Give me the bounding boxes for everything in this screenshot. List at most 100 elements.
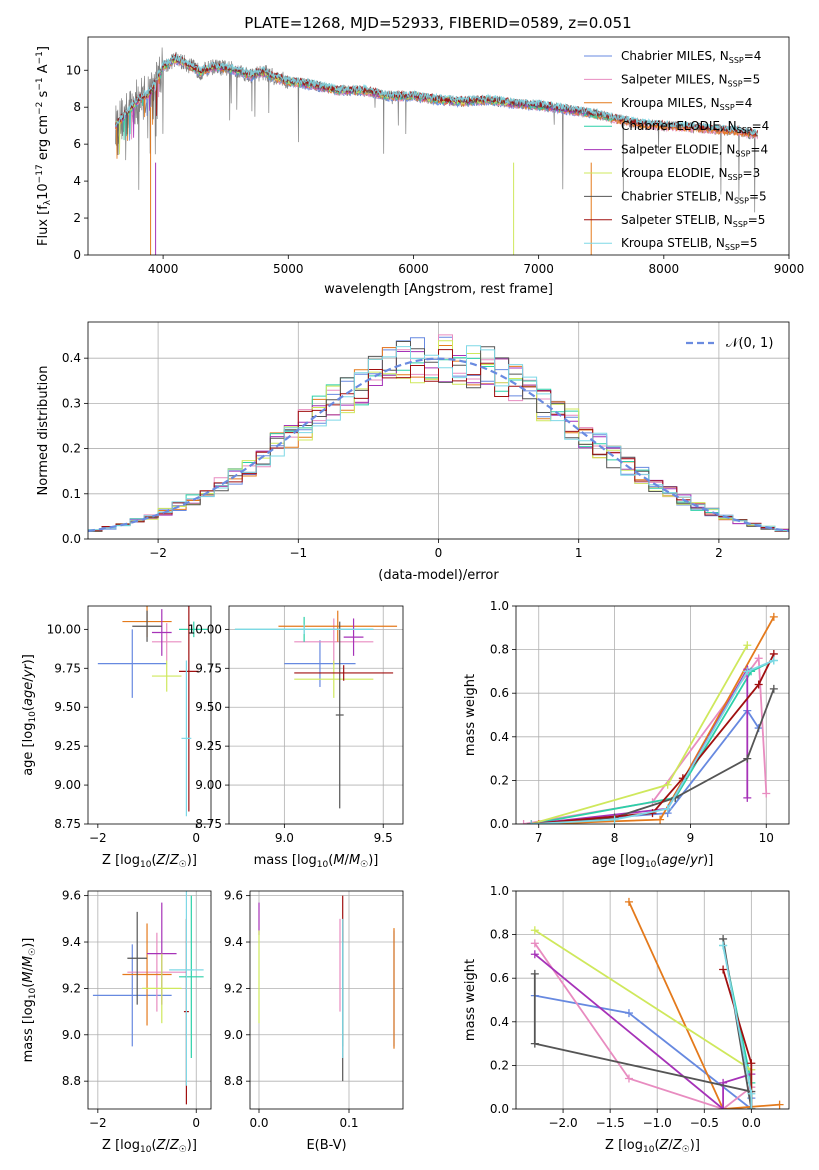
errorbars <box>234 610 398 809</box>
x-tick-label: 1 <box>575 546 583 560</box>
weight-marker <box>719 1105 728 1109</box>
weight-marker <box>775 1100 784 1109</box>
weight-marker <box>743 754 752 763</box>
x-tick-label: −2 <box>149 546 167 560</box>
y-tick-label: 0.0 <box>490 817 509 831</box>
y-tick-label: 0.3 <box>62 396 81 410</box>
y-tick-label: 0.8 <box>490 643 509 657</box>
x-tick-label: 7000 <box>523 262 554 276</box>
massweight_vs_z-panel: −2.0 −1.5 −1.0 −0.5 0.0 0.0 0.2 0.4 0.6 0.8 1.0 Z [… <box>463 884 790 1155</box>
age_vs_mass-panel: 9.0 9.5 8.75 9.00 9.25 9.50 9.75 10.00 mass [log… <box>188 605 404 870</box>
x-tick-label: 0 <box>192 831 200 845</box>
y-tick-label: 0.0 <box>62 532 81 546</box>
weight-marker <box>769 612 778 621</box>
y-tick-label: 9.50 <box>195 700 222 714</box>
weight-marker <box>530 1039 539 1048</box>
errorbars <box>258 895 395 1082</box>
x-tick-label: −2.0 <box>548 1116 577 1130</box>
axes-frame <box>87 605 212 825</box>
weight-marker <box>624 1009 633 1018</box>
x-tick-label: −1.0 <box>643 1116 672 1130</box>
y-tick-label: 9.00 <box>54 778 81 792</box>
x-tick-label: 0 <box>435 546 443 560</box>
weight-marker <box>769 684 778 693</box>
x-tick-label: 9 <box>687 831 695 845</box>
y-tick-label: 9.6 <box>224 889 243 903</box>
massweight_vs_z-ylabel: mass weight <box>463 959 478 1041</box>
y-tick-label: 1.0 <box>490 884 509 898</box>
weight-marker <box>743 667 752 676</box>
x-tick-label: 8 <box>611 831 619 845</box>
x-tick-label: 8000 <box>649 262 680 276</box>
legend-entry: Salpeter STELIB, NSSP=5 <box>621 213 765 229</box>
weight-marker <box>747 1089 756 1098</box>
y-tick-label: 0.6 <box>490 971 509 985</box>
weight-marker <box>663 804 672 813</box>
y-tick-label: 10.00 <box>47 622 81 636</box>
y-tick-label: 0.2 <box>490 1058 509 1072</box>
y-tick-label: 8 <box>73 100 81 114</box>
mass_vs_z-xlabel: Z [log10(Z/Z☉)] <box>102 1138 197 1155</box>
legend-entry: Kroupa MILES, NSSP=4 <box>621 96 752 112</box>
y-tick-label: 0.0 <box>490 1102 509 1116</box>
x-tick-label: −2 <box>89 1116 107 1130</box>
residuals-xlabel: (data-model)/error <box>378 568 499 583</box>
y-tick-label: 0.4 <box>490 1015 509 1029</box>
y-tick-label: 8.75 <box>195 817 222 831</box>
mass_vs_ebv-panel: 0.0 0.1 8.8 9.0 9.2 9.4 9.6 E(B-V) <box>224 889 404 1153</box>
weight-marker <box>769 656 778 665</box>
y-tick-label: 9.50 <box>54 700 81 714</box>
weight-marker <box>530 950 539 959</box>
residuals-panel: −2 −1 0 1 2 0.0 0.1 0.2 0.3 0.4 (data-model)/error… <box>36 321 790 583</box>
y-tick-label: 10 <box>66 63 81 77</box>
figure-title: PLATE=1268, MJD=52933, FIBERID=0589, z=0… <box>244 14 631 32</box>
weight-marker <box>610 815 619 824</box>
x-tick-label: 9.0 <box>275 831 294 845</box>
weight-lines <box>530 897 784 1109</box>
y-tick-label: 9.25 <box>195 739 222 753</box>
massweight_vs_age-panel: 7 8 9 10 0.0 0.2 0.4 0.6 0.8 1.0 age [log10(age/yr… <box>463 599 790 870</box>
x-tick-label: −2 <box>89 831 107 845</box>
weight-marker <box>719 965 728 974</box>
axes-frame <box>515 605 790 825</box>
spectrum-panel: 4000 5000 6000 7000 8000 9000 0 2 4 6 8 10 wavelengt… <box>35 36 804 297</box>
x-tick-label: 0 <box>192 1116 200 1130</box>
y-tick-label: 0.6 <box>490 686 509 700</box>
errorbars <box>92 891 204 1105</box>
weight-marker <box>747 1105 756 1109</box>
axes-frame <box>87 36 790 256</box>
weight-lines <box>519 612 778 824</box>
y-tick-label: 9.0 <box>62 1028 81 1042</box>
massweight_vs_z-xlabel: Z [log10(Z/Z☉)] <box>605 1138 700 1155</box>
legend-entry: Chabrier MILES, NSSP=4 <box>621 49 761 65</box>
y-tick-label: 2 <box>73 211 81 225</box>
weight-marker <box>527 820 536 824</box>
weight-marker <box>624 1074 633 1083</box>
y-tick-label: 8.8 <box>62 1074 81 1088</box>
weight-marker <box>624 897 633 906</box>
y-tick-label: 0.4 <box>490 730 509 744</box>
weight-line <box>534 953 752 1109</box>
y-tick-label: 0.2 <box>490 773 509 787</box>
age_vs_z-ylabel: age [log10(age/yr)] <box>21 654 38 776</box>
mass_vs_ebv-xlabel: E(B-V) <box>306 1138 346 1153</box>
weight-marker <box>656 815 665 824</box>
y-tick-label: 9.2 <box>224 981 243 995</box>
spectrum-ylabel: Flux [fλ10−17 erg cm−2 s−1 A−1] <box>35 46 53 246</box>
axes-frame <box>228 605 404 825</box>
x-tick-label: 0.0 <box>249 1116 268 1130</box>
y-tick-label: 8.75 <box>54 817 81 831</box>
legend-entry: Chabrier STELIB, NSSP=5 <box>621 189 767 205</box>
x-tick-label: 9.5 <box>374 831 393 845</box>
spectrum-xlabel: wavelength [Angstrom, rest frame] <box>324 282 553 297</box>
axes-frame <box>87 321 790 540</box>
legend-entry: Chabrier ELODIE, NSSP=4 <box>621 119 769 135</box>
spectrum-lines <box>115 47 759 255</box>
spectrum-legend: Chabrier MILES, NSSP=4 Salpeter MILES, NS… <box>584 49 769 252</box>
legend-entry: Kroupa STELIB, NSSP=5 <box>621 236 758 252</box>
y-tick-label: 9.6 <box>62 889 81 903</box>
y-tick-label: 0.4 <box>62 351 81 365</box>
y-tick-label: 9.4 <box>224 935 243 949</box>
age_vs_mass-xlabel: mass [log10(M/M☉)] <box>254 853 379 870</box>
